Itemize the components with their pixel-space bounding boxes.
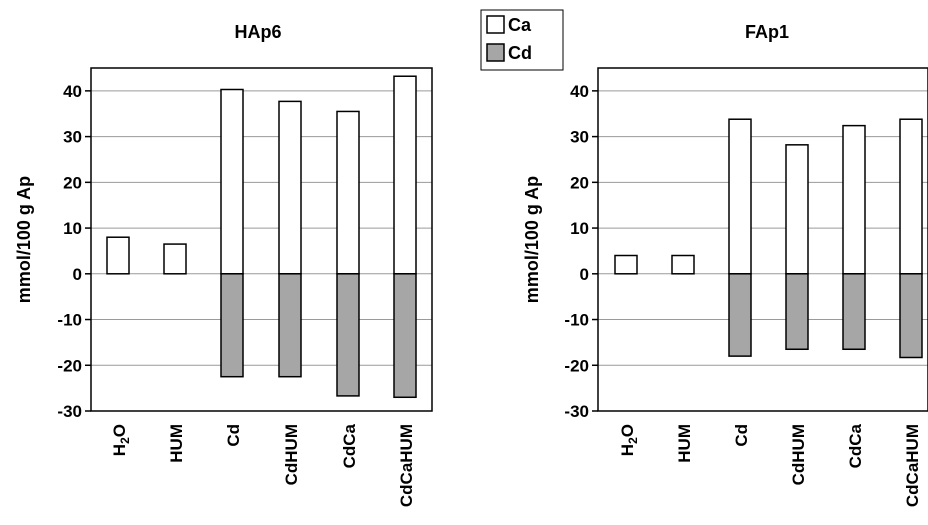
legend-swatch-ca	[486, 15, 505, 34]
plot-frame	[90, 67, 433, 412]
bar-ca-h2o	[106, 236, 130, 275]
plot-frame	[597, 67, 928, 412]
bar-ca-cdhum	[785, 144, 809, 275]
y-tick-label: -10	[57, 311, 82, 330]
x-tick-label-h2o: H2O	[110, 424, 132, 456]
x-tick-label-cdca: CdCa	[846, 423, 865, 468]
chart-title: HAp6	[234, 22, 281, 42]
y-tick-label: 0	[73, 265, 82, 284]
y-tick-label: -30	[57, 402, 82, 421]
legend-label-ca: Ca	[508, 15, 532, 35]
x-tick-label-cdcahum: CdCaHUM	[903, 424, 922, 507]
y-axis-label: mmol/100 g Ap	[522, 176, 542, 303]
bar-cd-cd	[728, 273, 752, 357]
bar-ca-hum	[163, 243, 187, 275]
bar-ca-cdhum	[278, 100, 302, 275]
legend-label-cd: Cd	[508, 43, 532, 63]
bar-cd-cdhum	[278, 273, 302, 378]
x-tick-label-cdca: CdCa	[340, 423, 359, 468]
x-tick-label-hum: HUM	[675, 424, 694, 463]
bar-ca-h2o	[614, 254, 638, 275]
bar-ca-cdcahum	[393, 75, 417, 275]
y-tick-label: 0	[580, 265, 589, 284]
bar-ca-hum	[671, 254, 695, 275]
y-tick-label: 20	[63, 173, 82, 192]
y-axis-label: mmol/100 g Ap	[14, 176, 34, 303]
y-tick-label: 30	[63, 128, 82, 147]
x-tick-label-cd: Cd	[224, 424, 243, 447]
bar-ca-cd	[728, 118, 752, 275]
bar-cd-cd	[220, 273, 244, 378]
x-tick-label-cdhum: CdHUM	[282, 424, 301, 485]
bar-cd-cdcahum	[393, 273, 417, 399]
bar-cd-cdca	[842, 273, 866, 351]
chart-hap6: 40 30 20 10 0 -10 -20 -30 HAp6 mmol/100 g Ap H2O HU…	[14, 22, 433, 507]
y-tick-label: 10	[63, 219, 82, 238]
bar-ca-cdca	[336, 110, 360, 275]
y-tick-label: -30	[564, 402, 589, 421]
y-tick-label: -10	[564, 311, 589, 330]
x-tick-label-h2o: H2O	[618, 424, 640, 456]
bar-cd-cdca	[336, 273, 360, 397]
legend-swatch-cd	[486, 43, 505, 62]
x-tick-label-cdhum: CdHUM	[789, 424, 808, 485]
y-tick-label: 20	[570, 173, 589, 192]
y-tick-label: 10	[570, 219, 589, 238]
x-tick-label-hum: HUM	[167, 424, 186, 463]
y-tick-label: -20	[57, 356, 82, 375]
bar-cd-cdcahum	[899, 273, 923, 359]
legend: Ca Cd	[480, 9, 564, 71]
bar-ca-cd	[220, 88, 244, 275]
bar-ca-cdcahum	[899, 118, 923, 275]
chart-title: FAp1	[745, 22, 789, 42]
x-tick-label-cd: Cd	[732, 424, 751, 447]
y-tick-label: 40	[570, 82, 589, 101]
bar-ca-cdca	[842, 124, 866, 275]
bar-cd-cdhum	[785, 273, 809, 351]
y-tick-label: 30	[570, 128, 589, 147]
x-tick-label-cdcahum: CdCaHUM	[397, 424, 416, 507]
chart-fap1: 40 30 20 10 0 -10 -20 -30 FAp1 mmol/100 g Ap H2O HU…	[522, 22, 928, 507]
y-tick-label: -20	[564, 356, 589, 375]
y-tick-label: 40	[63, 82, 82, 101]
